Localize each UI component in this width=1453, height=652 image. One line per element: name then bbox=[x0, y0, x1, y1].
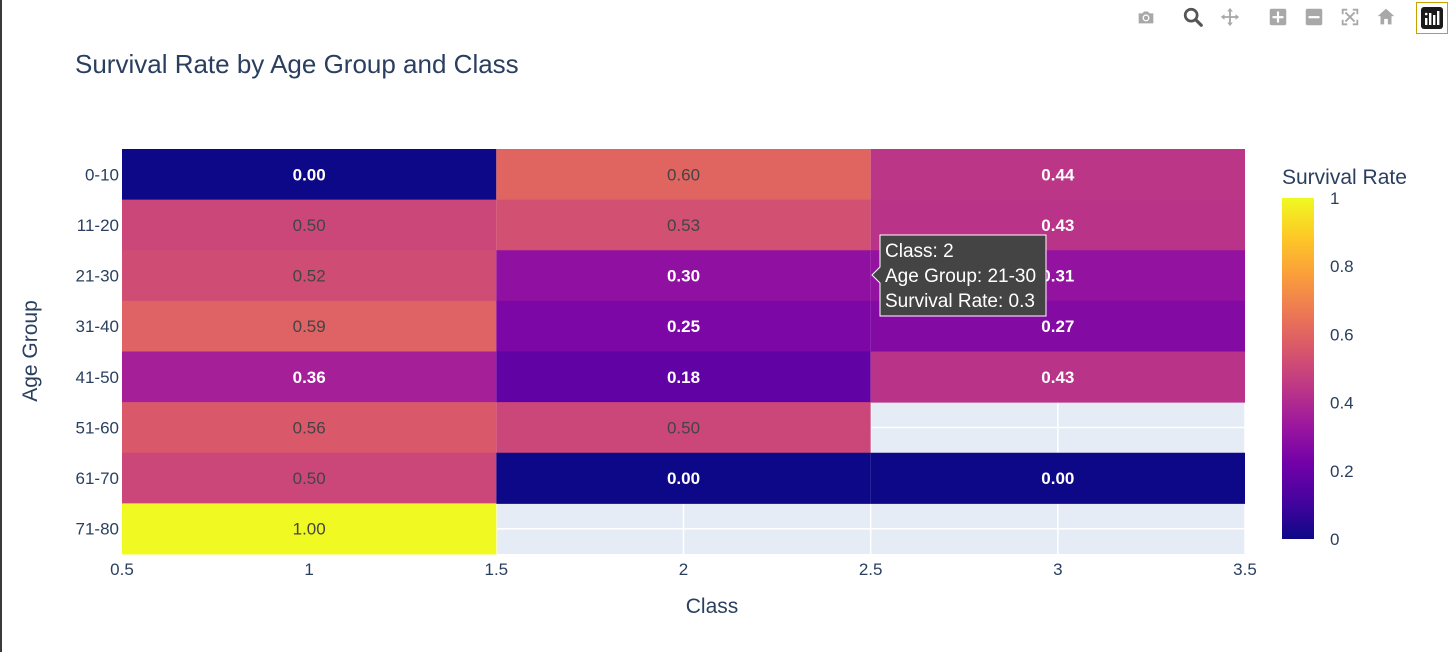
zoom-in-icon[interactable] bbox=[1265, 4, 1291, 30]
colorbar-tick-label: 0.2 bbox=[1330, 462, 1354, 481]
x-tick-label: 2 bbox=[679, 560, 688, 579]
tooltip-line-class: Class: 2 bbox=[885, 241, 954, 262]
x-tick-label: 3.5 bbox=[1233, 560, 1257, 579]
heatmap-cell-label: 0.50 bbox=[293, 469, 326, 488]
heatmap-cell-label: 0.36 bbox=[293, 368, 326, 387]
x-tick-label: 2.5 bbox=[859, 560, 883, 579]
x-tick-label: 3 bbox=[1053, 560, 1062, 579]
heatmap-cell[interactable] bbox=[496, 402, 871, 454]
x-tick-label: 1 bbox=[304, 560, 313, 579]
heatmap-cell[interactable] bbox=[496, 250, 871, 302]
heatmap-cell-label: 0.31 bbox=[1041, 267, 1074, 286]
heatmap-cell[interactable] bbox=[496, 199, 871, 251]
autoscale-icon[interactable] bbox=[1337, 4, 1363, 30]
colorbar-tick-label: 0.6 bbox=[1330, 325, 1354, 344]
hover-tooltip: Class: 2 Age Group: 21-30 Survival Rate:… bbox=[871, 234, 1047, 317]
heatmap-cell[interactable] bbox=[496, 351, 871, 403]
heatmap-cell[interactable] bbox=[496, 300, 871, 352]
heatmap-cell[interactable] bbox=[122, 300, 497, 352]
x-tick-label: 1.5 bbox=[485, 560, 509, 579]
heatmap-cell[interactable] bbox=[122, 351, 497, 403]
heatmap-cell-label: 0.00 bbox=[1041, 469, 1074, 488]
heatmap-cell[interactable] bbox=[122, 402, 497, 454]
tooltip-line-survival-rate: Survival Rate: 0.3 bbox=[885, 291, 1035, 312]
y-tick-label: 31-40 bbox=[76, 317, 119, 336]
heatmap-cell-label: 0.00 bbox=[293, 165, 326, 184]
heatmap-cell[interactable] bbox=[870, 452, 1245, 504]
heatmap-cell-label: 0.43 bbox=[1041, 216, 1074, 235]
chart-title: Survival Rate by Age Group and Class bbox=[75, 49, 519, 79]
heatmap-cell-label: 0.43 bbox=[1041, 368, 1074, 387]
heatmap-cell[interactable] bbox=[870, 351, 1245, 403]
window-border bbox=[0, 0, 2, 652]
y-tick-label: 51-60 bbox=[76, 418, 119, 437]
colorbar-title: Survival Rate bbox=[1282, 166, 1407, 189]
heatmap-cell[interactable] bbox=[122, 199, 497, 251]
heatmap-cell-label: 0.53 bbox=[667, 216, 700, 235]
heatmap-cell[interactable] bbox=[122, 149, 497, 201]
heatmap-cell-label: 1.00 bbox=[293, 520, 326, 539]
colorbar-tick-label: 1 bbox=[1330, 189, 1339, 208]
x-axis-title: Class bbox=[686, 595, 739, 618]
heatmap-cell-label: 0.18 bbox=[667, 368, 700, 387]
y-tick-label: 61-70 bbox=[76, 469, 119, 488]
home-icon[interactable] bbox=[1373, 4, 1399, 30]
heatmap-cell-label: 0.60 bbox=[667, 165, 700, 184]
heatmap-cell-label: 0.52 bbox=[293, 267, 326, 286]
heatmap-cell-label: 0.50 bbox=[293, 216, 326, 235]
heatmap-cell[interactable] bbox=[496, 452, 871, 504]
colorbar-tick-label: 0 bbox=[1330, 530, 1339, 549]
tooltip-line-age-group: Age Group: 21-30 bbox=[885, 266, 1036, 287]
tooltip-box bbox=[871, 234, 1047, 317]
heatmap-cell-label: 0.44 bbox=[1041, 165, 1075, 184]
heatmap-cell-label: 0.27 bbox=[1041, 317, 1074, 336]
heatmap-cell[interactable] bbox=[122, 452, 497, 504]
heatmap-cell-label: 0.50 bbox=[667, 418, 700, 437]
x-tick-label: 0.5 bbox=[110, 560, 134, 579]
heatmap-cell-label: 0.56 bbox=[293, 418, 326, 437]
y-tick-label: 11-20 bbox=[77, 216, 119, 235]
colorbar-tick-label: 0.8 bbox=[1330, 257, 1354, 276]
y-tick-label: 71-80 bbox=[76, 520, 119, 539]
y-tick-label: 41-50 bbox=[76, 368, 119, 387]
y-tick-label: 0-10 bbox=[85, 165, 119, 184]
heatmap-cell-label: 0.00 bbox=[667, 469, 700, 488]
plotly-logo-icon[interactable] bbox=[1416, 2, 1448, 34]
zoom-icon[interactable] bbox=[1180, 4, 1206, 30]
y-axis-title: Age Group bbox=[19, 300, 42, 402]
heatmap-cell[interactable] bbox=[122, 503, 497, 555]
pan-icon[interactable] bbox=[1217, 4, 1243, 30]
heatmap-cell[interactable] bbox=[496, 149, 871, 201]
heatmap-cell-label: 0.30 bbox=[667, 267, 700, 286]
colorbar bbox=[1282, 198, 1314, 539]
heatmap-cell[interactable] bbox=[870, 149, 1245, 201]
heatmap-cell-label: 0.25 bbox=[667, 317, 700, 336]
heatmap-cell[interactable] bbox=[122, 250, 497, 302]
y-tick-label: 21-30 bbox=[76, 267, 119, 286]
camera-icon[interactable] bbox=[1133, 4, 1159, 30]
heatmap-cell-label: 0.59 bbox=[293, 317, 326, 336]
colorbar-tick-label: 0.4 bbox=[1330, 394, 1354, 413]
zoom-out-icon[interactable] bbox=[1301, 4, 1327, 30]
